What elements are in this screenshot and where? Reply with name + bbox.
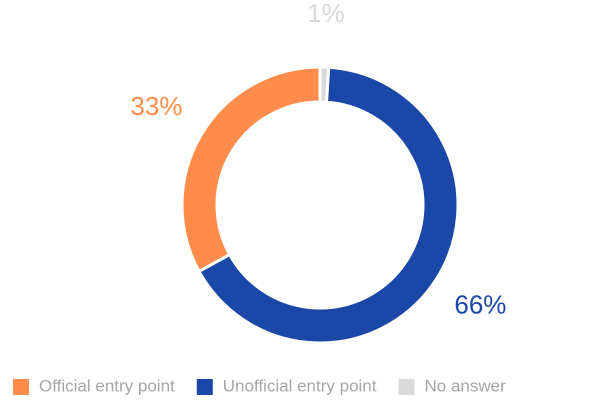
legend-label: Official entry point: [39, 376, 175, 395]
value-label: 1%: [307, 0, 345, 28]
legend-swatch: [196, 379, 213, 395]
legend-swatch: [13, 379, 29, 395]
value-label: 66%: [454, 290, 506, 320]
donut-slice: [197, 65, 460, 345]
legend-label: Unofficial entry point: [223, 376, 377, 395]
legend-label: No answer: [424, 376, 506, 395]
value-label: 33%: [130, 91, 182, 121]
donut-slice: [318, 65, 331, 104]
legend-swatch: [398, 379, 415, 395]
legend: Official entry point Unofficial entry poi…: [13, 376, 506, 395]
donut-slice: [180, 65, 322, 274]
